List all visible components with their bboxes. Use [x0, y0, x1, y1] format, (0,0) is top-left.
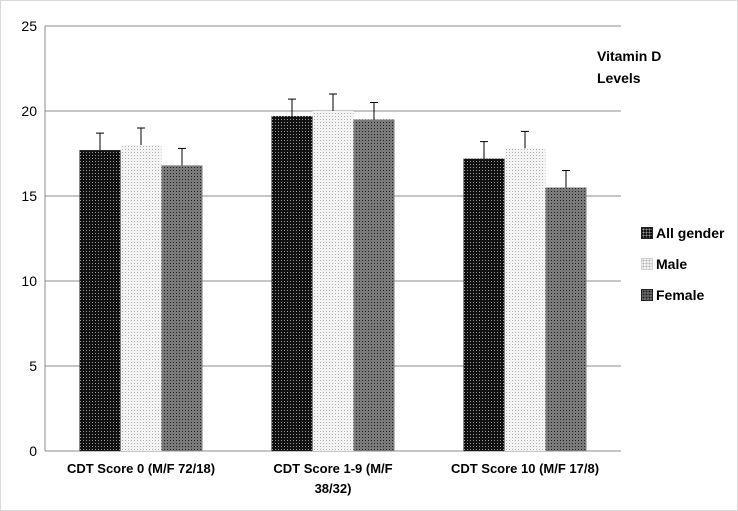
y-tick-label: 5 — [29, 358, 37, 374]
bar-male — [504, 148, 546, 451]
bar-female — [353, 119, 395, 451]
y-tick-label: 15 — [21, 188, 37, 204]
legend-item-male: Male — [641, 248, 724, 279]
legend-label-female: Female — [656, 286, 705, 303]
y-tick-label: 20 — [21, 103, 37, 119]
legend-item-female: Female — [641, 279, 724, 310]
bar-male — [312, 111, 354, 451]
bar-all-gender — [271, 116, 313, 451]
legend-item-all-gender: All gender — [641, 217, 724, 248]
legend-label-male: Male — [656, 255, 688, 272]
y-tick-label: 25 — [21, 18, 37, 34]
legend-swatch-all-gender — [641, 226, 653, 239]
y-tick-label: 0 — [29, 443, 37, 459]
legend: All gender Male Female — [641, 217, 724, 310]
chart-title: Vitamin D Levels — [597, 48, 662, 86]
bar-all-gender — [463, 158, 505, 451]
bar-female — [161, 165, 203, 451]
legend-label-all-gender: All gender — [656, 224, 725, 241]
x-tick-label: CDT Score 0 (M/F 72/18) — [67, 461, 215, 476]
y-tick-label: 10 — [21, 273, 37, 289]
x-tick-label: CDT Score 10 (M/F 17/8) — [451, 461, 599, 476]
bar-female — [545, 187, 587, 451]
legend-swatch-male — [641, 257, 653, 270]
legend-swatch-female — [641, 288, 653, 301]
bar-male — [120, 145, 162, 451]
x-tick-label: CDT Score 1-9 (M/F 38/32) — [273, 461, 392, 496]
bar-all-gender — [79, 150, 121, 451]
